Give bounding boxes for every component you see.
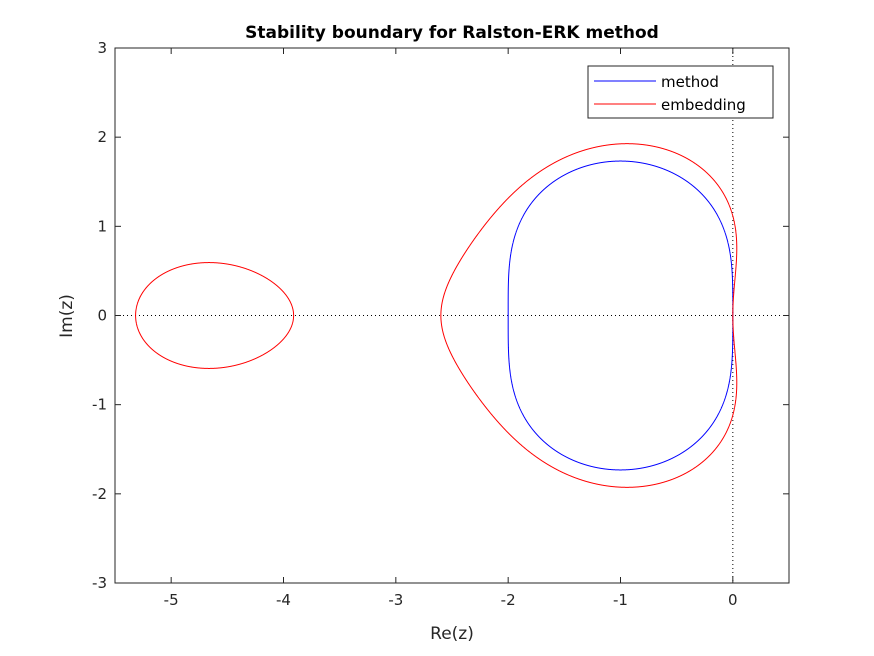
y-tick-label: 3 (97, 39, 107, 57)
x-tick-label: -1 (613, 591, 628, 609)
method-boundary-curve-1 (507, 315, 734, 471)
ticks: -5 -4 -3 -2 -1 0 -3 -2 -1 0 1 2 3 (92, 39, 789, 609)
embedding-boundary-curve-1 (440, 315, 738, 488)
legend-label-embedding: embedding (661, 96, 746, 114)
x-axis-label: Re(z) (430, 624, 474, 644)
x-tick-label: 0 (728, 591, 738, 609)
embedding-boundary-curve-0 (135, 262, 295, 369)
x-tick-label: -4 (276, 591, 291, 609)
method-boundary-curve-0 (507, 160, 734, 316)
embedding-boundary-curve-2 (440, 143, 738, 316)
y-tick-label: 0 (97, 307, 107, 325)
curves (135, 143, 738, 488)
reference-lines (115, 48, 789, 583)
legend-label-method: method (661, 73, 719, 91)
x-tick-label: -5 (164, 591, 179, 609)
legend[interactable]: method embedding (587, 65, 774, 119)
y-tick-label: 2 (97, 128, 107, 146)
y-tick-label: 1 (97, 217, 107, 235)
y-tick-label: -2 (92, 485, 107, 503)
y-axis-label: Im(z) (57, 294, 77, 338)
legend-box (587, 65, 774, 119)
x-tick-label: -3 (388, 591, 403, 609)
y-tick-label: -1 (92, 396, 107, 414)
chart-title: Stability boundary for Ralston-ERK metho… (245, 23, 659, 43)
x-tick-label: -2 (501, 591, 516, 609)
y-tick-label: -3 (92, 574, 107, 592)
